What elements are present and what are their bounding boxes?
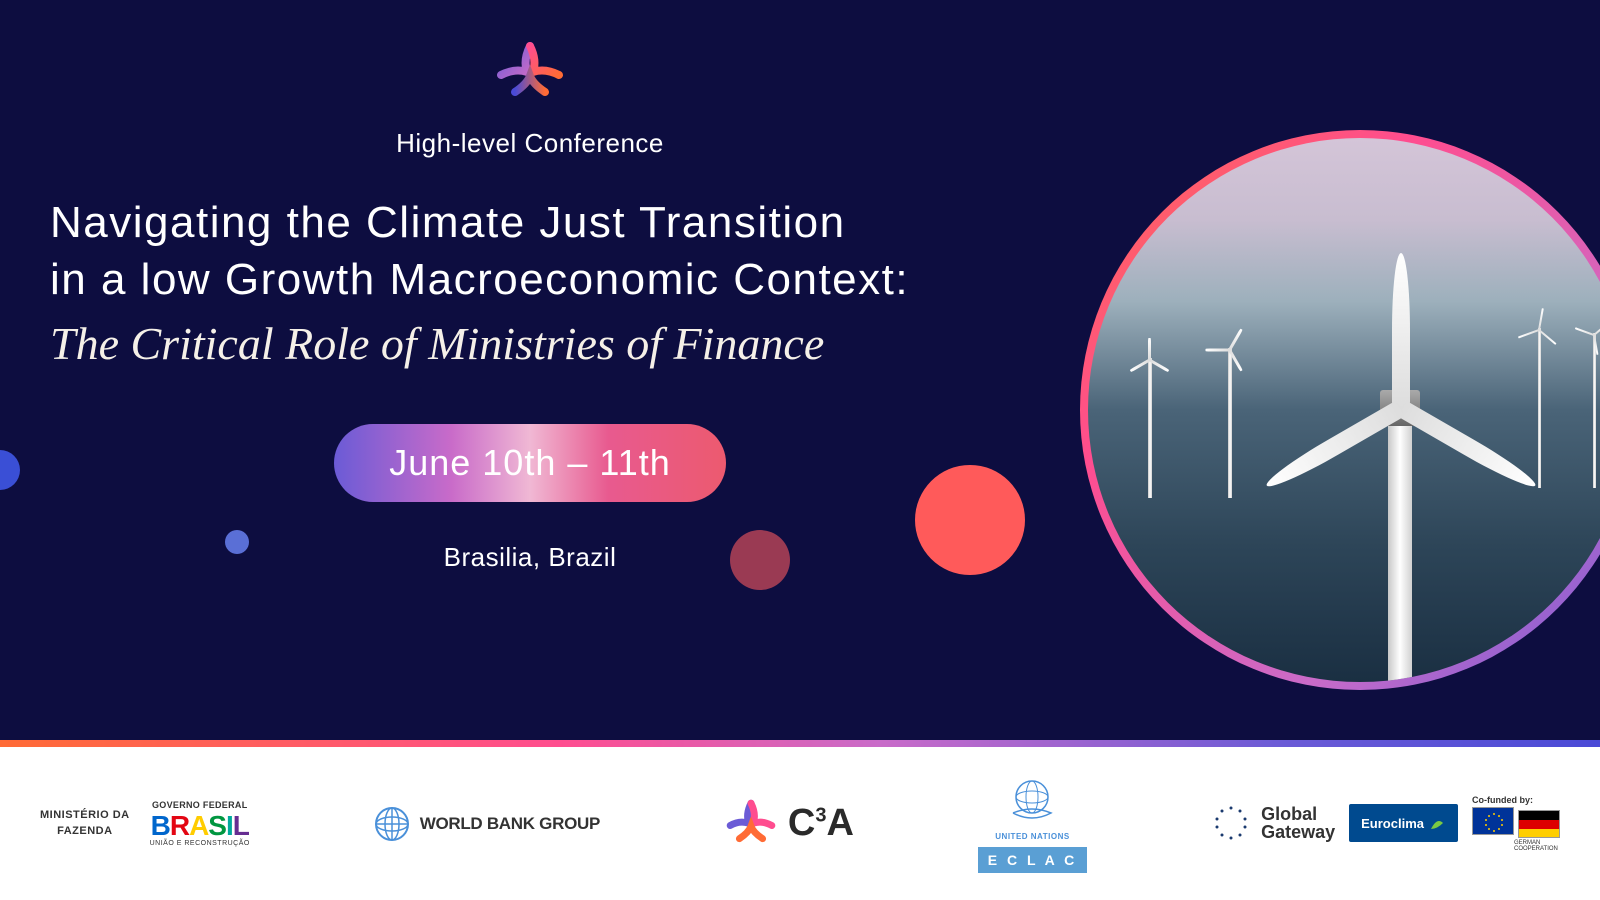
world-bank-globe-icon [374,806,410,842]
giz-label: GERMANCOOPERATION [1514,840,1560,852]
hero-section: High-level Conference Navigating the Cli… [0,0,1600,740]
decorative-dot [225,530,249,554]
event-logo-icon [495,40,565,110]
title-subtitle: The Critical Role of Ministries of Finan… [50,314,1010,374]
content-column: High-level Conference Navigating the Cli… [50,40,1010,573]
c3a-icon [724,797,778,851]
pretitle-text: High-level Conference [50,128,1010,159]
un-label: UNITED NATIONS [978,832,1088,841]
title-block: Navigating the Climate Just Transition i… [50,194,1010,374]
logo-global-gateway: Global Gateway [1211,803,1335,843]
date-pill: June 10th – 11th [334,424,726,502]
decorative-dot [730,530,790,590]
brasil-top-label: GOVERNO FEDERAL [150,800,250,810]
german-flag-icon [1518,810,1560,838]
brasil-wordmark: BRASIL [150,813,250,838]
logo-world-bank-group: WORLD BANK GROUP [374,806,600,842]
cofunded-label: Co-funded by: [1472,795,1560,805]
un-emblem-icon [1003,775,1061,825]
wind-turbine-image [1088,138,1600,682]
decorative-dot [0,450,20,490]
global-gateway-label: Global Gateway [1261,805,1335,841]
gradient-separator [0,740,1600,747]
eclac-badge: E C L A C [978,847,1088,873]
logo-cofunded-by: Co-funded by: GERMANCOOPERATION [1472,795,1560,852]
brasil-sub-label: UNIÃO E RECONSTRUÇÃO [150,840,250,847]
logo-c3a: C3A [724,797,854,851]
euroclima-leaf-icon [1428,814,1446,832]
logo-euroclima: Euroclima [1349,804,1458,842]
logo-ministerio-fazenda: MINISTÉRIO DAFAZENDA [40,808,130,839]
cofunded-flags: GERMANCOOPERATION [1472,807,1560,852]
decorative-dot [915,465,1025,575]
logo-un-eclac: UNITED NATIONS E C L A C [978,775,1088,873]
feature-image-circle [1080,130,1600,690]
logo-brasil-group: MINISTÉRIO DAFAZENDA GOVERNO FEDERAL BRA… [40,800,250,847]
title-line-2: in a low Growth Macroeconomic Context: [50,251,1010,308]
world-bank-label: WORLD BANK GROUP [420,814,600,834]
eu-stars-icon [1211,803,1251,843]
eu-flag-icon [1472,807,1514,835]
location-text: Brasilia, Brazil [50,542,1010,573]
c3a-label: C3A [788,802,854,845]
logo-governo-federal-brasil: GOVERNO FEDERAL BRASIL UNIÃO E RECONSTRU… [150,800,250,847]
sponsor-logo-bar: MINISTÉRIO DAFAZENDA GOVERNO FEDERAL BRA… [0,747,1600,900]
title-line-1: Navigating the Climate Just Transition [50,194,1010,251]
logo-global-gateway-group: Global Gateway Euroclima Co-funded by: [1211,795,1560,852]
